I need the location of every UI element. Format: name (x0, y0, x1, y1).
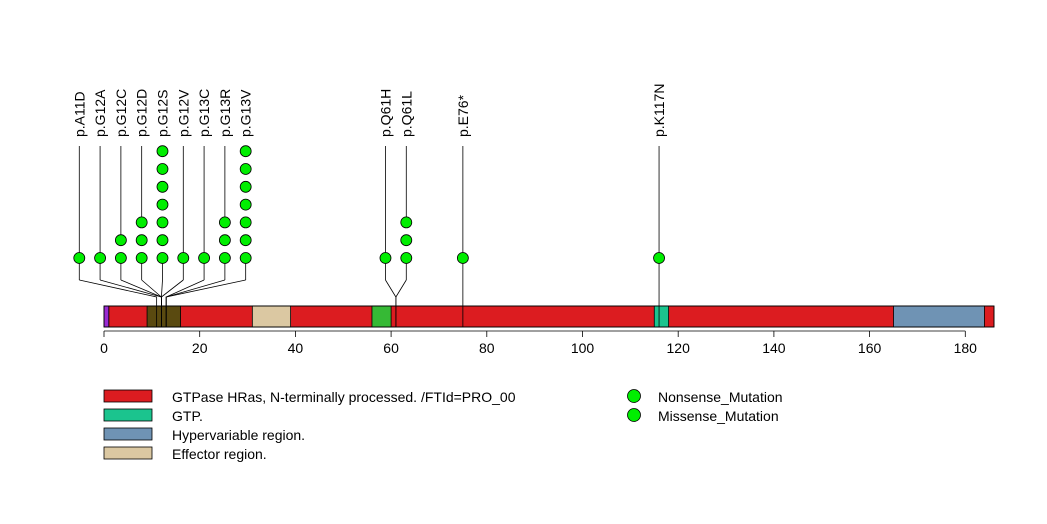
stem-connector (165, 279, 246, 306)
mutation-dot (114, 252, 127, 264)
domain-rect (146, 305, 181, 328)
mutation-dot (239, 180, 252, 193)
domain-rect (893, 305, 985, 328)
mutation-dot (239, 234, 252, 247)
legend-label: Effector region. (172, 446, 267, 462)
mutation-dot (653, 252, 665, 264)
mutation-dot (400, 252, 413, 264)
mutation-dot (239, 216, 252, 229)
mutation-dot (239, 252, 252, 264)
mutation-dot (218, 216, 231, 229)
tick-label: 80 (479, 340, 495, 356)
mutation-label: p.G13C (196, 89, 212, 137)
mutation-label: p.K117N (651, 84, 667, 137)
domain-rect (653, 305, 670, 328)
legend: GTPase HRas, N-terminally processed. /FT… (103, 389, 783, 462)
mutation-label: p.Q61L (398, 91, 414, 137)
tick-label: 0 (100, 340, 108, 356)
mutation-dot (218, 252, 231, 264)
protein-bar (103, 305, 995, 328)
mutation-dot (156, 180, 169, 193)
tick-label: 60 (383, 340, 399, 356)
mutation-dot (198, 252, 210, 264)
mutation-dot (218, 234, 231, 247)
tick-label: 120 (667, 340, 691, 356)
mutation-dot (135, 252, 148, 264)
mutation-dot (239, 198, 252, 211)
tick-label: 180 (954, 340, 978, 356)
legend-swatch (103, 446, 153, 460)
legend-label: Missense_Mutation (658, 408, 779, 424)
mutation-dot (156, 145, 169, 158)
legend-swatch (103, 427, 153, 441)
mutation-dot (156, 234, 169, 247)
legend-swatch (103, 389, 153, 403)
mutation-label: p.G12S (154, 90, 170, 137)
tick-label: 20 (192, 340, 208, 356)
mutation-dot (456, 252, 469, 264)
domain-rect (371, 305, 392, 328)
mutation-label: p.G13V (238, 89, 254, 137)
legend-label: Hypervariable region. (172, 427, 305, 443)
x-axis: 0 20 40 60 80 100 120 140 160 180 (100, 330, 978, 356)
mutation-dot (156, 163, 169, 175)
mutation-label: p.G12C (113, 89, 129, 137)
mutation-dot (156, 216, 169, 229)
mutation-label: p.A11D (71, 91, 87, 137)
stem-connector (79, 279, 158, 306)
mutation-dot (177, 252, 190, 264)
legend-label: Nonsense_Mutation (658, 389, 783, 405)
mutation-dot (400, 216, 413, 229)
mutation-label: p.G12V (175, 89, 191, 137)
domain-rect (108, 305, 995, 328)
mutation-labels: p.A11D p.G12A p.G12C p.G12D p.G12S p.G12V p.G1… (71, 84, 667, 137)
mutation-dot (73, 252, 86, 264)
legend-label: GTPase HRas, N-terminally processed. /FT… (172, 389, 516, 405)
mutation-dot (135, 234, 148, 247)
legend-swatch (103, 408, 153, 422)
mutation-dot (114, 234, 127, 247)
stem-connector (385, 279, 397, 306)
mutation-label: p.E76* (455, 94, 471, 137)
mutation-dot (135, 216, 148, 229)
legend-label: GTP. (172, 408, 203, 424)
mutation-dot (239, 145, 252, 158)
mutation-dot (400, 234, 413, 247)
protein-outline (103, 305, 995, 328)
mutation-label: p.G13R (217, 89, 233, 137)
mutation-label: p.Q61H (377, 89, 393, 137)
mutation-dot (94, 252, 106, 264)
mutation-dot (156, 252, 169, 264)
stem-connector (120, 279, 162, 306)
mutation-dot (379, 252, 392, 264)
mutation-dot (239, 163, 252, 175)
tick-label: 140 (762, 340, 786, 356)
mutation-label: p.G12A (92, 89, 108, 137)
mutation-dot (156, 198, 169, 211)
tick-label: 160 (858, 340, 882, 356)
stem-connector (161, 279, 184, 306)
domain-rect (103, 305, 110, 328)
domain-rect (251, 305, 292, 328)
legend-dot (627, 408, 641, 422)
stem-connector (395, 279, 407, 306)
legend-dot (627, 389, 641, 403)
mutation-label: p.G12D (134, 89, 150, 137)
tick-label: 100 (571, 340, 595, 356)
tick-label: 40 (288, 340, 304, 356)
mutation-dots (73, 145, 665, 264)
